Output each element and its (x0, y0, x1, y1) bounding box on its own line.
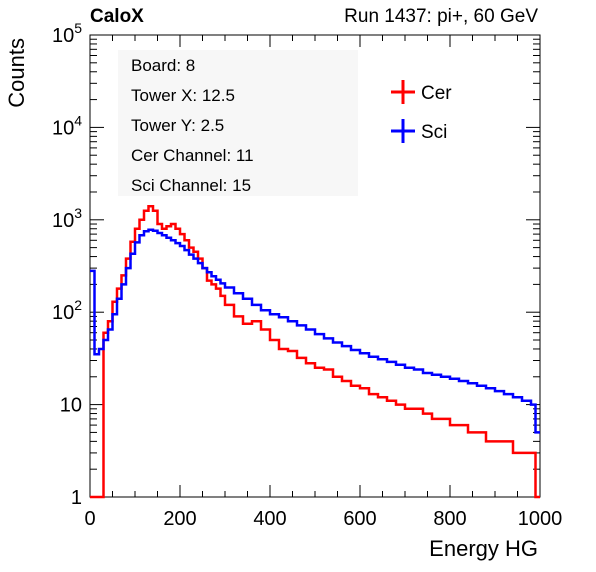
info-box (118, 50, 358, 196)
info-line: Board: 8 (131, 56, 195, 75)
x-tick-label: 1000 (518, 508, 563, 530)
x-tick-label: 200 (163, 508, 196, 530)
series-line-sci (90, 228, 540, 434)
x-tick-label: 400 (253, 508, 286, 530)
y-axis-title: Counts (4, 38, 29, 108)
x-tick-label: 600 (343, 508, 376, 530)
y-tick-label: 105 (52, 20, 82, 47)
y-tick-label: 104 (52, 112, 82, 139)
chart-header-left: CaloX (90, 6, 144, 27)
legend-label: Sci (421, 122, 447, 143)
info-line: Sci Channel: 15 (131, 176, 251, 195)
y-tick-label: 102 (52, 297, 82, 324)
info-line: Tower Y: 2.5 (131, 116, 224, 135)
chart-header-right: Run 1437: pi+, 60 GeV (344, 6, 538, 27)
y-tick-label: 10 (60, 395, 82, 417)
x-axis-title: Energy HG (429, 536, 538, 561)
info-line: Cer Channel: 11 (131, 146, 254, 165)
x-tick-label: 800 (433, 508, 466, 530)
info-line: Tower X: 12.5 (131, 86, 235, 105)
legend-label: Cer (421, 83, 452, 104)
y-tick-label: 1 (71, 487, 82, 509)
y-tick-label: 103 (52, 205, 82, 232)
x-tick-label: 0 (84, 508, 95, 530)
series-line-cer (90, 205, 540, 499)
